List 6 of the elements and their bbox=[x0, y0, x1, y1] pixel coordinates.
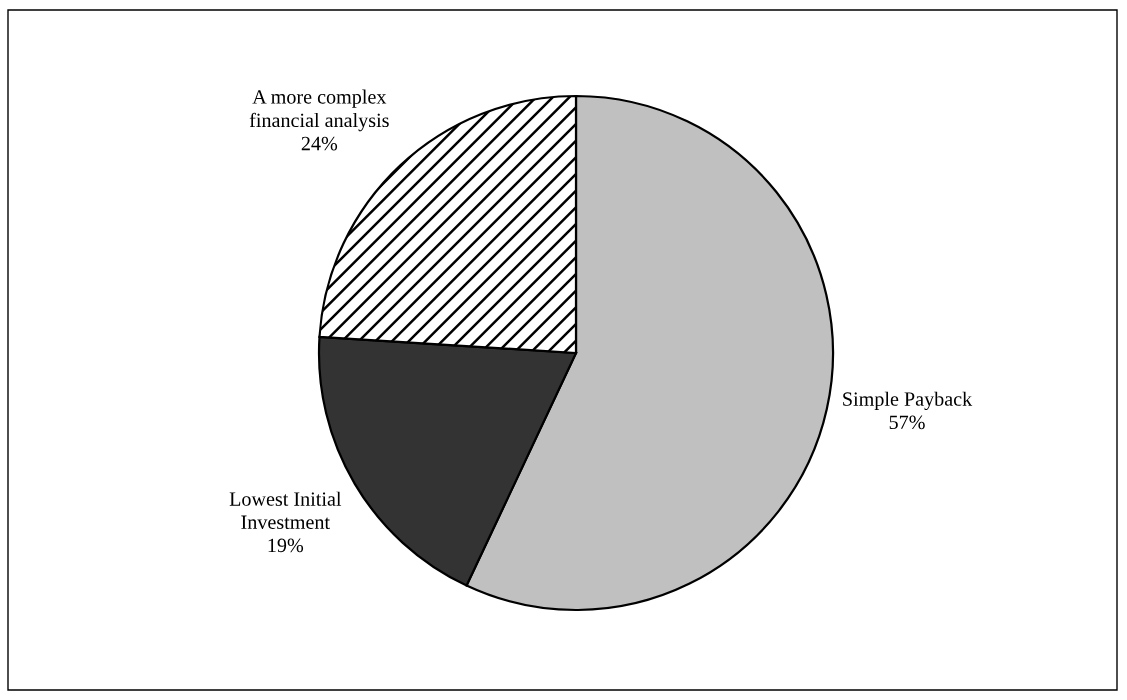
slice-label: A more complex financial analysis bbox=[249, 89, 389, 132]
data-label: 24% bbox=[301, 136, 338, 151]
slice-label: Lowest Initial Investment bbox=[229, 491, 342, 529]
data-label: 57% bbox=[889, 415, 925, 430]
slice-label: Simple Payback bbox=[843, 391, 973, 411]
data-label: 19% bbox=[268, 538, 304, 553]
